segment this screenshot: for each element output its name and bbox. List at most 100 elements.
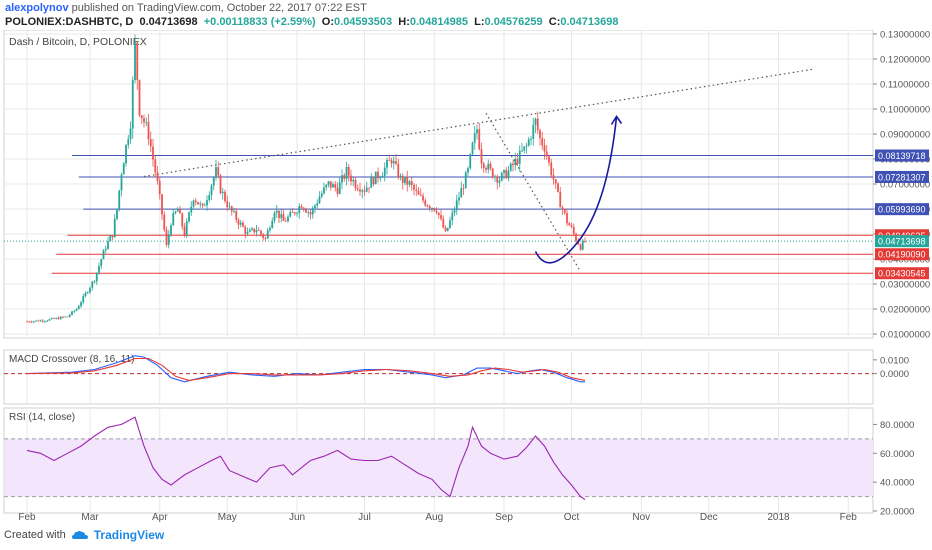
candle-body (433, 207, 436, 211)
price-label-text: 0.05993690 (878, 205, 926, 215)
y-tick-label: 0.02000000 (880, 305, 930, 316)
candle-body (37, 320, 40, 322)
candle-body (149, 139, 152, 147)
rsi-line (26, 416, 586, 500)
candle-body (446, 227, 449, 231)
x-tick-label: Nov (632, 512, 650, 523)
candle-body (516, 159, 519, 164)
x-tick-label: Oct (564, 512, 580, 523)
candle-body (152, 146, 154, 160)
candle-body (352, 179, 355, 182)
candle-body (365, 187, 368, 192)
candle-body (291, 212, 294, 213)
x-tick-label: Jul (358, 512, 371, 523)
y-tick-label: 0.10000000 (880, 105, 930, 116)
candle-body (91, 281, 94, 288)
candle-body (305, 209, 307, 213)
candle-body (289, 212, 292, 217)
candle-body (579, 244, 582, 250)
close-label: C: (548, 16, 561, 28)
candle-body (199, 203, 202, 205)
candle-body (539, 130, 541, 139)
candle-body (264, 237, 267, 239)
candle-body (390, 160, 393, 164)
rsi-tick-label: 20.0000 (880, 507, 914, 518)
candle-body (536, 118, 539, 131)
candle-body (75, 309, 78, 311)
candle-body (509, 163, 512, 171)
candle-body (89, 287, 91, 293)
candle-body (392, 160, 395, 164)
tradingview-brand[interactable]: TradingView (93, 528, 165, 542)
candle-body (255, 230, 258, 233)
price-label-box (875, 149, 929, 162)
candle-body (156, 172, 159, 181)
candle-body (212, 177, 215, 186)
candle-body (413, 185, 415, 190)
low-label: L: (474, 16, 485, 28)
candle-body (341, 175, 343, 183)
trend-line (485, 112, 582, 272)
candle-body (397, 163, 400, 178)
candle-body (284, 220, 287, 222)
x-tick-label: Aug (425, 512, 443, 523)
candle-body (478, 129, 481, 150)
macd-pane (3, 349, 874, 405)
candle-body (442, 218, 445, 228)
candle-body (129, 128, 132, 140)
candle-body (210, 185, 213, 196)
candle-body (532, 124, 535, 139)
candle-body (280, 214, 283, 219)
candle-body (473, 133, 476, 143)
candle-body (498, 180, 501, 183)
candle-body (170, 225, 172, 235)
candle-body (145, 122, 148, 123)
x-tick-label: May (218, 512, 237, 523)
candle-body (440, 215, 442, 219)
candle-body (136, 42, 139, 81)
rsi-tick-label: 60.0000 (880, 449, 914, 460)
candle-body (469, 153, 472, 169)
chart-canvas[interactable]: Feb Mar Apr May Jun Jul Aug Sep Oct Nov Dec 2018 Feb… (0, 30, 932, 525)
candle-body (50, 318, 53, 320)
candle-body (147, 122, 150, 140)
price-label-box (875, 170, 929, 183)
candle-body (77, 306, 80, 310)
candle-body (35, 320, 37, 322)
candle-body (100, 259, 103, 266)
candle-body (505, 170, 508, 179)
macd-tick-label: 0.0100 (880, 355, 909, 366)
candle-body (260, 230, 262, 235)
candle-body (422, 195, 424, 201)
candle-body (174, 211, 177, 214)
candle-body (584, 240, 586, 242)
candle-body (221, 191, 224, 194)
candle-body (559, 191, 562, 208)
candle-body (395, 160, 397, 164)
candle-body (179, 208, 181, 214)
candle-body (32, 321, 35, 323)
x-tick-label: Feb (18, 512, 36, 523)
candle-body (251, 228, 253, 230)
candle-body (377, 171, 379, 179)
y-tick-label: 0.03000000 (880, 280, 930, 291)
y-tick-label: 0.12000000 (880, 55, 930, 66)
candle-body (239, 222, 242, 225)
candle-body (208, 195, 211, 201)
candle-body (113, 218, 116, 238)
candle-body (71, 311, 73, 315)
candle-body (53, 318, 55, 319)
candle-body (343, 175, 346, 179)
candle-body (282, 214, 285, 221)
candle-body (64, 316, 67, 318)
candle-body (95, 272, 98, 282)
candle-body (30, 321, 33, 323)
candle-body (93, 281, 96, 283)
candle-body (246, 232, 249, 234)
candle-body (158, 180, 161, 195)
candle-body (379, 177, 382, 179)
last-price: 0.04713698 (139, 16, 198, 28)
candle-body (46, 320, 49, 322)
author-link[interactable]: alexpolynov (5, 2, 69, 14)
price-label-text: 0.03430545 (878, 269, 926, 279)
